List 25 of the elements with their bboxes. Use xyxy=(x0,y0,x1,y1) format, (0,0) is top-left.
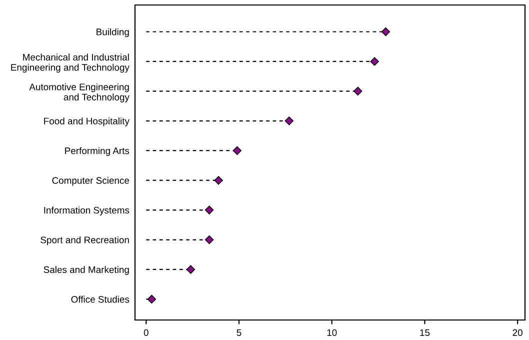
x-tick-label: 5 xyxy=(236,329,242,336)
x-tick-label: 10 xyxy=(327,329,337,336)
point xyxy=(354,86,362,96)
x-tick-label: 15 xyxy=(420,329,430,336)
y-tick-label: Information Systems xyxy=(44,206,130,216)
y-tick-label: Building xyxy=(96,28,129,38)
y-tick-label: Food and Hospitality xyxy=(44,117,130,126)
y-tick-label: Automotive Engineering and Technology xyxy=(29,83,130,102)
y-tick-label: Performing Arts xyxy=(65,147,130,156)
x-tick-label: 20 xyxy=(512,329,522,336)
point xyxy=(204,235,214,244)
y-tick-label: Computer Science xyxy=(52,176,130,186)
point xyxy=(284,116,294,126)
point xyxy=(214,176,223,185)
point xyxy=(147,294,156,304)
y-tick-label: Sales and Marketing xyxy=(44,266,129,275)
point xyxy=(186,265,196,274)
y-tick-label: Office Studies xyxy=(71,296,130,303)
point xyxy=(381,27,390,36)
point xyxy=(232,146,242,155)
y-tick-label: Mechanical and Industrial Engineering and Technology xyxy=(11,54,130,73)
point xyxy=(204,206,214,214)
x-tick-label: 0 xyxy=(144,329,148,336)
y-tick-label: Sport and Recreation xyxy=(40,236,129,246)
point xyxy=(370,57,379,66)
